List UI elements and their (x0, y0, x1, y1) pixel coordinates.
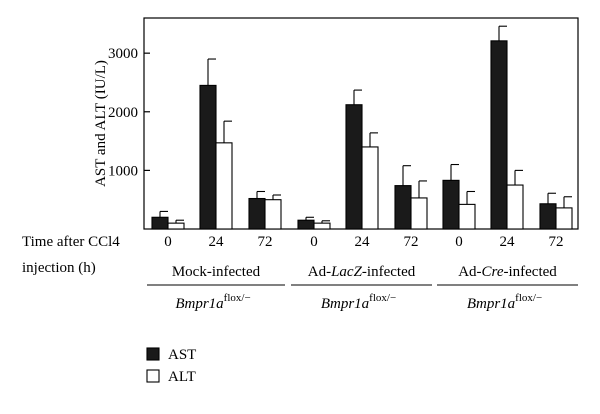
y-tick-label: 3000 (108, 46, 138, 62)
group-label: Mock-infected (172, 264, 261, 280)
bar-alt (313, 222, 331, 230)
bar-ast (394, 185, 412, 230)
x-category-label: 0 (455, 234, 463, 250)
genotype-superscript: flox/− (224, 292, 251, 304)
group-label: Ad-Cre-infected (458, 264, 557, 280)
group-label-part: Cre (482, 264, 504, 280)
genotype-label: Bmpr1aflox/− (175, 292, 250, 312)
bar-ast (151, 216, 169, 230)
bar-alt (167, 222, 185, 230)
x-category-label: 72 (549, 234, 564, 250)
x-category-label: 0 (164, 234, 172, 250)
bar-alt (506, 184, 524, 230)
group-label-part: LacZ (330, 264, 363, 280)
group-label: Ad-LacZ-infected (308, 264, 416, 280)
genotype-superscript: flox/− (369, 292, 396, 304)
x-row-label-line1: Time after CCl4 (22, 234, 120, 250)
bar-ast (442, 179, 460, 230)
bar-ast (539, 203, 557, 230)
y-tick-label: 1000 (108, 163, 138, 179)
bar-alt (264, 199, 282, 230)
bar-ast (490, 40, 508, 230)
x-row-label-line2: injection (h) (22, 260, 96, 276)
genotype-name: Bmpr1a (467, 296, 515, 312)
y-tick-label: 2000 (108, 105, 138, 121)
x-category-label: 72 (404, 234, 419, 250)
legend-swatch-ast (146, 347, 160, 361)
group-label-part: -infected (503, 264, 557, 280)
x-category-label: 24 (500, 234, 516, 250)
genotype-name: Bmpr1a (175, 296, 223, 312)
legend-label-alt: ALT (168, 369, 196, 385)
bar-alt (410, 197, 428, 230)
genotype-superscript: flox/− (515, 292, 542, 304)
group-label-part: Ad- (458, 264, 481, 280)
genotype-label: Bmpr1aflox/− (467, 292, 542, 312)
x-category-label: 24 (355, 234, 371, 250)
bar-alt (555, 207, 573, 230)
group-label-part: Ad- (308, 264, 331, 280)
x-category-label: 24 (209, 234, 225, 250)
x-category-label: 0 (310, 234, 318, 250)
legend-label-ast: AST (168, 347, 196, 363)
genotype-name: Bmpr1a (321, 296, 369, 312)
bar-ast (297, 219, 315, 230)
group-label-part: -infected (362, 264, 416, 280)
genotype-label: Bmpr1aflox/− (321, 292, 396, 312)
bar-alt (361, 146, 379, 230)
bar-alt (215, 142, 233, 230)
legend-swatch-alt (146, 369, 160, 383)
bar-ast (345, 104, 363, 230)
x-category-label: 72 (258, 234, 273, 250)
bar-ast (199, 84, 217, 230)
group-label-part: Mock-infected (172, 264, 261, 280)
y-axis-title: AST and ALT (IU/L) (93, 60, 109, 187)
bar-alt (458, 203, 476, 230)
bar-ast (248, 197, 266, 230)
